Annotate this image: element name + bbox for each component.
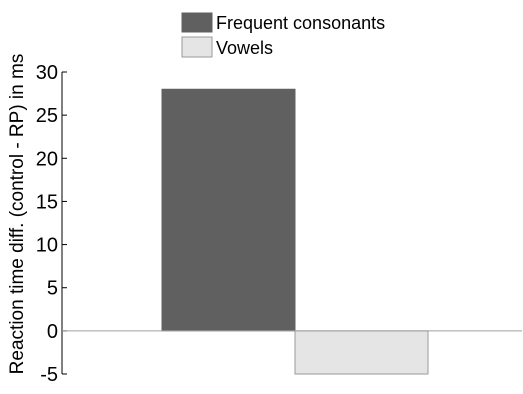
legend-label-vowels: Vowels xyxy=(216,38,273,58)
y-tick-label: 10 xyxy=(36,235,58,257)
y-tick-label: 5 xyxy=(47,278,58,300)
bar-frequent-consonants xyxy=(161,88,296,332)
legend-swatch-vowels xyxy=(181,36,213,58)
legend: Frequent consonants Vowels xyxy=(181,12,385,58)
y-tick-label: 25 xyxy=(36,105,58,127)
legend-label-frequent-consonants: Frequent consonants xyxy=(216,13,385,33)
bars xyxy=(161,88,429,375)
y-tick-label: 20 xyxy=(36,148,58,170)
legend-swatch-frequent-consonants xyxy=(181,12,213,33)
bar-vowels xyxy=(294,330,429,375)
y-tick-label: 30 xyxy=(36,62,58,84)
y-axis: -5 0 5 10 15 20 25 30 xyxy=(36,62,67,386)
y-tick-label: -5 xyxy=(40,364,58,386)
y-axis-label: Reaction time diff. (control - RP) in ms xyxy=(7,54,28,375)
y-tick-label: 15 xyxy=(36,191,58,213)
y-tick-label: 0 xyxy=(47,321,58,343)
